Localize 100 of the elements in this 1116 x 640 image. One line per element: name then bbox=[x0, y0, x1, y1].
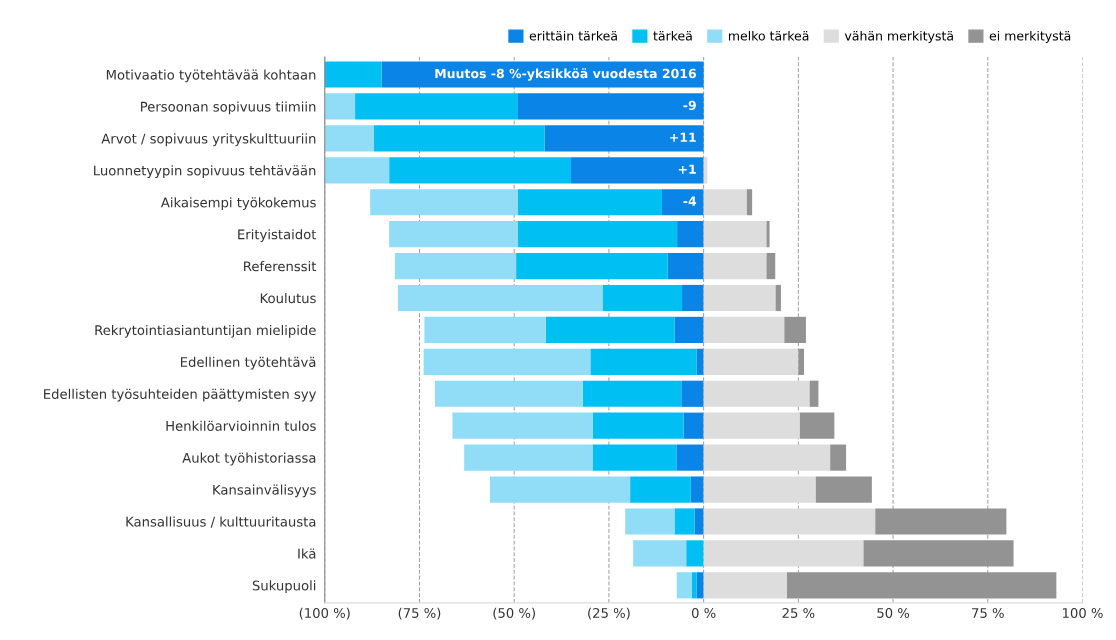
bar bbox=[696, 572, 704, 599]
bar bbox=[703, 412, 800, 439]
bar bbox=[703, 189, 747, 216]
bar bbox=[676, 444, 704, 471]
bar bbox=[593, 444, 677, 471]
annotation: -9 bbox=[683, 100, 696, 111]
bar bbox=[355, 93, 518, 120]
y-tick-label: Edellisten työsuhteiden päättymisten syy bbox=[44, 388, 317, 402]
bar bbox=[633, 540, 687, 567]
bar bbox=[602, 284, 683, 312]
annotation: -4 bbox=[683, 196, 697, 206]
bar bbox=[582, 380, 682, 407]
x-tick-label: 50 % bbox=[877, 607, 910, 618]
legend-label: vähän merkitystä bbox=[844, 30, 953, 43]
bar bbox=[545, 316, 675, 344]
bar bbox=[681, 380, 704, 407]
x-tick-label: (25 %) bbox=[588, 607, 630, 620]
bar bbox=[830, 444, 847, 471]
bar bbox=[324, 93, 356, 120]
y-tick-label: Kansainvälisyys bbox=[213, 484, 316, 498]
legend-label: melko tärkeä bbox=[728, 30, 809, 41]
bar bbox=[630, 476, 691, 503]
y-tick-label: Henkilöarvioinnin tulos bbox=[166, 420, 316, 431]
y-tick-label: Aikaisempi työkokemus bbox=[160, 197, 316, 210]
y-tick-label: Aukot työhistoriassa bbox=[182, 452, 316, 466]
bar bbox=[489, 476, 631, 503]
bar bbox=[703, 476, 816, 503]
x-tick-label: (50 %) bbox=[493, 607, 535, 620]
bar bbox=[389, 157, 572, 184]
bar bbox=[397, 284, 603, 312]
bar bbox=[703, 348, 799, 375]
y-tick-label: Erityistaidot bbox=[238, 229, 317, 242]
bar bbox=[703, 540, 864, 567]
bar bbox=[703, 508, 876, 535]
x-tick-label: 100 % bbox=[1063, 607, 1103, 618]
bar bbox=[424, 316, 546, 344]
bar bbox=[394, 252, 517, 280]
bar bbox=[517, 189, 662, 216]
bar bbox=[374, 125, 545, 152]
bar bbox=[517, 221, 678, 248]
bar bbox=[435, 380, 583, 407]
y-tick-label: Motivaatio työtehtävää kohtaan bbox=[106, 69, 316, 83]
bar bbox=[661, 189, 704, 216]
bar bbox=[677, 221, 704, 248]
bar bbox=[370, 189, 518, 216]
annotation: Muutos -8 %-yksikköä vuodesta 2016 bbox=[435, 68, 697, 81]
bar bbox=[690, 476, 704, 503]
bar bbox=[686, 540, 704, 567]
y-tick-label: Koulutus bbox=[260, 292, 316, 304]
bar bbox=[571, 157, 704, 184]
annotation: +11 bbox=[670, 132, 696, 142]
bar bbox=[809, 380, 819, 407]
bar bbox=[423, 348, 591, 375]
bar bbox=[676, 572, 692, 599]
bar bbox=[381, 61, 704, 88]
x-tick-label: 25 % bbox=[782, 607, 815, 618]
bar bbox=[775, 284, 781, 312]
bar bbox=[324, 61, 382, 88]
bar bbox=[452, 412, 593, 439]
y-tick-label: Arvot / sopivuus yrityskulttuuriin bbox=[101, 133, 316, 147]
bar bbox=[674, 316, 704, 344]
bar bbox=[544, 125, 704, 152]
annotation: +1 bbox=[678, 164, 696, 174]
y-tick-label: Referenssit bbox=[244, 261, 317, 272]
bar bbox=[667, 252, 704, 280]
bar bbox=[746, 189, 753, 216]
bar bbox=[517, 93, 704, 120]
y-tick-label: Luonnetyypin sopivuus tehtävään bbox=[94, 165, 316, 179]
bar bbox=[464, 444, 593, 471]
y-tick-label: Edellinen työtehtävä bbox=[180, 356, 316, 370]
bar bbox=[682, 284, 704, 312]
bar bbox=[324, 125, 375, 152]
bar bbox=[516, 252, 668, 280]
x-tick-label: 0 % bbox=[691, 607, 716, 618]
bar bbox=[703, 572, 787, 599]
y-tick-label: Kansallisuus / kulttuuritausta bbox=[126, 516, 316, 528]
bar bbox=[389, 221, 518, 248]
bar bbox=[815, 476, 872, 503]
bar bbox=[703, 221, 767, 248]
bar bbox=[683, 412, 704, 439]
bar bbox=[799, 412, 835, 439]
bar bbox=[625, 508, 675, 535]
x-tick-label: (75 %) bbox=[398, 607, 441, 620]
bar bbox=[696, 348, 704, 375]
bar bbox=[590, 348, 697, 375]
x-tick-label: (100 %) bbox=[299, 607, 350, 620]
y-tick-label: Ikä bbox=[298, 548, 316, 559]
bar bbox=[703, 444, 831, 471]
bar bbox=[703, 380, 810, 407]
legend-label: tärkeä bbox=[653, 30, 692, 41]
y-tick-label: Persoonan sopivuus tiimiin bbox=[141, 101, 316, 115]
bar bbox=[703, 316, 785, 344]
bar bbox=[674, 508, 695, 535]
x-tick-label: 75 % bbox=[972, 607, 1004, 618]
y-tick-label: Sukupuoli bbox=[252, 580, 316, 594]
bar bbox=[592, 412, 684, 439]
legend-label: erittäin tärkeä bbox=[529, 30, 617, 41]
bar bbox=[703, 252, 767, 280]
bar bbox=[694, 508, 704, 535]
legend-label: ei merkitystä bbox=[989, 30, 1071, 43]
